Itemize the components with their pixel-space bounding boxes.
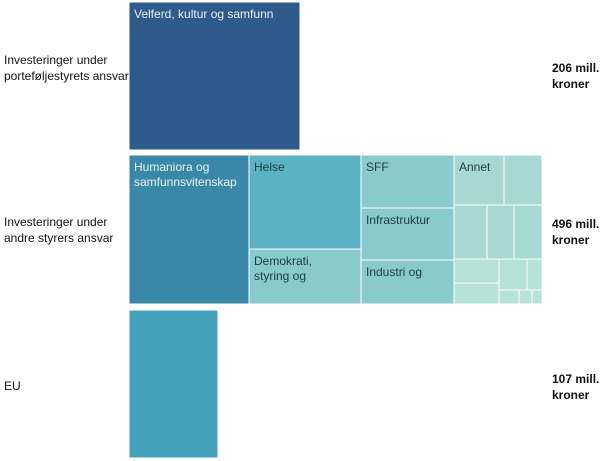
treemap-cell xyxy=(486,204,515,260)
row-total-eu: 107 mill. kroner xyxy=(552,372,600,402)
treemap-cell xyxy=(503,154,543,206)
treemap-label: SFF xyxy=(366,160,389,174)
treemap-cell: SFF xyxy=(360,154,455,209)
treemap-rect xyxy=(531,289,543,305)
treemap-rect xyxy=(503,154,543,206)
treemap-cell: Velferd, kultur og samfunn xyxy=(128,1,301,151)
treemap-cell xyxy=(513,204,543,260)
treemap-label: Helse xyxy=(254,160,285,174)
row-label-other-boards: Investeringer under andre styrers ansvar xyxy=(4,215,114,245)
treemap-cell: Helse xyxy=(248,154,362,250)
treemap-label: Velferd, kultur og samfunn xyxy=(134,7,273,21)
treemap-cell: Annet xyxy=(453,154,505,206)
treemap-label: Demokrati, styring og xyxy=(254,254,312,283)
treemap-rect xyxy=(518,289,533,305)
treemap-rect xyxy=(498,258,528,291)
treemap-cell xyxy=(531,289,543,305)
treemap-rect xyxy=(453,204,488,260)
treemap-rect xyxy=(453,154,505,206)
treemap-cell xyxy=(453,282,500,305)
treemap-cell xyxy=(128,309,219,459)
treemap-cell xyxy=(518,289,533,305)
row-total-other-boards: 496 mill. kroner xyxy=(552,217,600,247)
treemap-rect xyxy=(128,1,301,151)
row-label-eu: EU xyxy=(4,379,21,393)
treemap-rect xyxy=(453,282,500,305)
row-total-portfolio: 206 mill. kroner xyxy=(552,61,600,91)
treemap-rect xyxy=(128,309,219,459)
treemap-cell xyxy=(498,258,528,291)
treemap-rect xyxy=(248,248,362,305)
treemap-rect xyxy=(513,204,543,260)
treemap-cell xyxy=(453,204,488,260)
treemap-cell: Humaniora og samfunnsvitenskap xyxy=(128,154,250,305)
treemap-rect xyxy=(453,258,500,284)
treemap-cell xyxy=(453,258,500,284)
treemap-cell: Industri og xyxy=(360,259,455,305)
treemap-label: Industri og xyxy=(366,265,422,279)
treemap-cell: Demokrati, styring og xyxy=(248,248,362,305)
treemap-rect xyxy=(360,207,455,261)
treemap-label: Annet xyxy=(459,160,491,174)
row-label-portfolio: Investeringer under porteføljestyrets an… xyxy=(4,53,129,83)
treemap-label: Infrastruktur xyxy=(366,213,430,227)
treemap-rect xyxy=(498,289,520,305)
treemap-cell xyxy=(526,258,543,291)
treemap-rect xyxy=(526,258,543,291)
treemap-cell: Infrastruktur xyxy=(360,207,455,261)
treemap-label: Humaniora og samfunnsvitenskap xyxy=(134,160,237,189)
treemap-rect xyxy=(486,204,515,260)
treemap-cell xyxy=(498,289,520,305)
